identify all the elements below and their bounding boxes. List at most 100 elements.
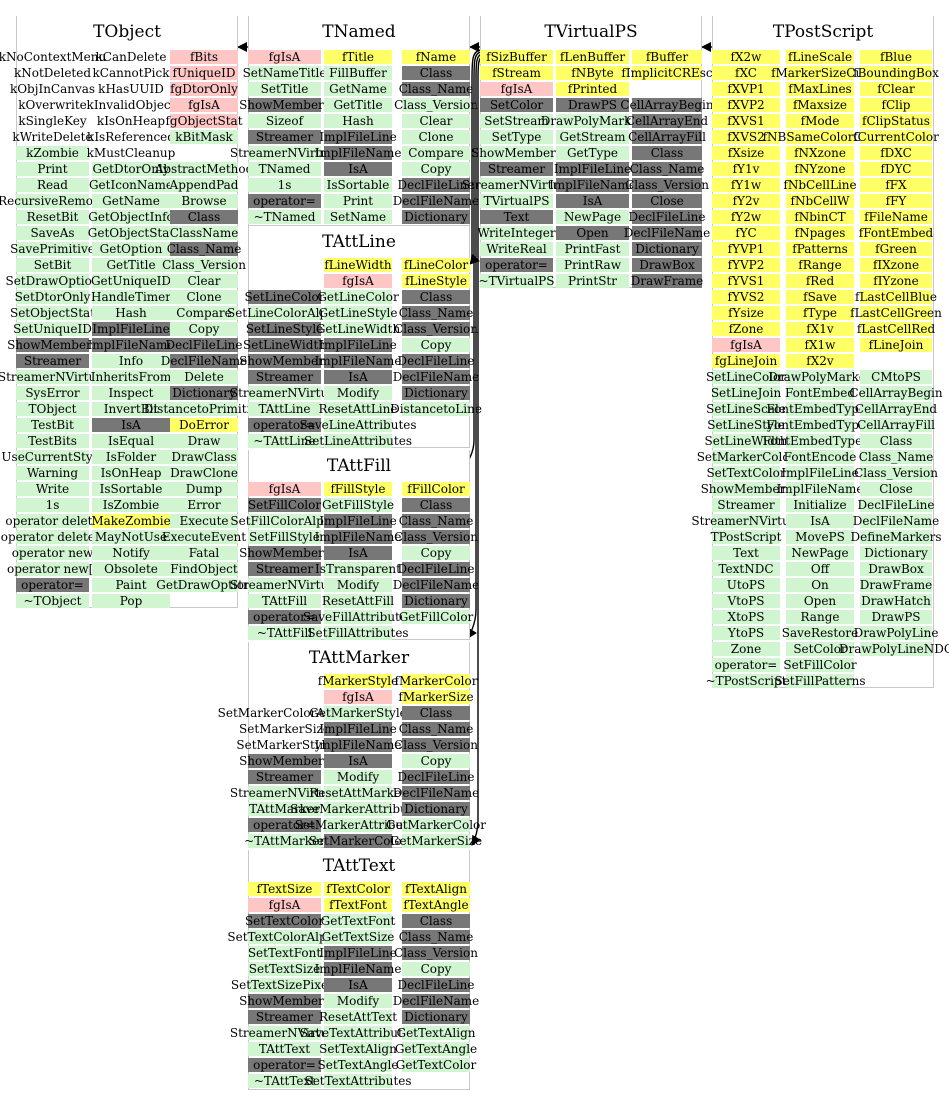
member-kmustcleanup: kMustCleanup (86, 146, 176, 160)
member-copy: Copy (170, 322, 238, 336)
member-declfileline: DeclFileLine (397, 978, 475, 992)
member-geticonname: GetIconName (88, 178, 174, 192)
member-showmembers: ShowMembers (239, 754, 330, 768)
member-draw: Draw (170, 434, 238, 448)
member-flenbuffer: fLenBuffer (556, 50, 629, 64)
member-tpostscript: ~TPostScript (705, 674, 787, 688)
member-compare: Compare (402, 146, 470, 160)
member-setmarkercoloralpha: SetMarkerColorAlpha (217, 706, 352, 720)
member-fprinted: fPrinted (556, 82, 629, 96)
member-isa: IsA (324, 754, 392, 768)
member-showmembers: ShowMembers (700, 482, 792, 496)
member-getobjectinfo: GetObjectInfo (88, 210, 174, 224)
member-resetatttext: ResetAttText (318, 1010, 398, 1024)
member-fxvs2: fXVS2 (712, 130, 780, 144)
member-setlinestyle: SetLineStyle (707, 418, 785, 432)
member-dump: Dump (170, 482, 238, 496)
member-isfolder: IsFolder (92, 450, 170, 464)
member-ffontembed: fFontEmbed (858, 226, 934, 240)
member-class: Class (402, 290, 470, 304)
member-drawhatch: DrawHatch (860, 594, 932, 608)
member-findobject: FindObject (170, 562, 238, 576)
member-streamernvirtual: StreamerNVirtual (0, 370, 108, 384)
member-implfilename: ImplFileName (314, 530, 402, 544)
member-operator: operator= (480, 258, 553, 272)
member-khasuuid: kHasUUID (98, 82, 164, 96)
member-handletimer: HandleTimer (90, 290, 172, 304)
member-class-name: Class_Name (858, 450, 934, 464)
member-fgobjectstat: fgObjectStat (165, 114, 243, 128)
member-tatttext: ~TAttText (248, 1074, 321, 1088)
member-fgisa: fgIsA (324, 690, 392, 704)
member-tattfill: TAttFill (248, 594, 321, 608)
member-settextcolor: SetTextColor (706, 466, 786, 480)
member-class-name: Class_Name (398, 930, 474, 944)
member-tatttext: TAttText (248, 1042, 321, 1056)
member-ffy: fFY (860, 194, 932, 208)
member-modify: Modify (324, 770, 392, 784)
member-fblue: fBlue (860, 50, 932, 64)
member-implfilename: ImplFileName (549, 178, 636, 192)
member-print: Print (324, 194, 392, 208)
member-streamer: Streamer (480, 162, 553, 176)
member-flinecolor: fLineColor (402, 258, 470, 272)
member-column: kNoContextMenu kNotDeleted kObjInCanvas kOv… (0, 50, 108, 610)
member-implfileline: ImplFileLine (319, 514, 397, 528)
member-funiqueid: fUniqueID (170, 66, 238, 80)
member-usecurrentstyle: UseCurrentStyle (1, 450, 104, 464)
member-fnbcellw: fNbCellW (786, 194, 854, 208)
member-kisonheap: kIsOnHeap (96, 114, 166, 128)
member-getmarkercolor: GetMarkerColor (386, 818, 487, 832)
member-ftype: fType (786, 306, 854, 320)
member-setnametitle: SetNameTitle (242, 66, 327, 80)
member-dictionary: Dictionary (402, 386, 470, 400)
class-box-tattfill: TAttFill (248, 450, 470, 640)
member-hash: Hash (324, 114, 392, 128)
member-tnamed: TNamed (248, 162, 321, 176)
member-dictionary: Dictionary (402, 594, 470, 608)
member-fdyc: fDYC (860, 162, 932, 176)
member-getlinewidth: GetLineWidth (315, 322, 401, 336)
member-fred: fRed (786, 274, 854, 288)
member-drawpolylinendc: DrawPolyLineNDC (838, 642, 949, 656)
member-browse: Browse (170, 194, 238, 208)
member-fx1v: fX1v (786, 322, 854, 336)
member-fname: fName (402, 50, 470, 64)
member-iszombie: IsZombie (92, 498, 170, 512)
member-streamernvirtual: StreamerNVirtual (229, 578, 340, 592)
member-declfilename: DeclFileName (392, 370, 480, 384)
member-class-name: Class_Name (398, 306, 474, 320)
member-fyvs1: fYVS1 (712, 274, 780, 288)
member-fzone: fZone (712, 322, 780, 336)
member-column: fMarkerColor fMarkerSize Class Class_Name Cl… (386, 674, 487, 850)
member-settextattributes: SetTextAttributes (304, 1074, 412, 1088)
member-syserror: SysError (16, 386, 89, 400)
member-setbit: SetBit (16, 258, 89, 272)
member-column: fgIsA SetNameTitle SetTitle ShowMembers Size… (229, 50, 340, 226)
member-isequal: IsEqual (92, 434, 170, 448)
member-fy2w: fY2w (712, 210, 780, 224)
member-class-version: Class_Version (394, 98, 478, 112)
member-copy: Copy (402, 546, 470, 560)
member-fnpages: fNpages (786, 226, 854, 240)
member-fx2w: fX2w (712, 50, 780, 64)
member-class: Class (170, 210, 238, 224)
member-tvirtualps: TVirtualPS (480, 194, 553, 208)
member-1s: 1s (248, 178, 321, 192)
member-implfileline: ImplFileLine (553, 162, 632, 176)
class-title: TVirtualPS (544, 22, 638, 42)
member-fgisa: fgIsA (480, 82, 553, 96)
member-utops: UtoPS (712, 578, 780, 592)
member-dictionary: Dictionary (402, 210, 470, 224)
member-fiyzone: fIYzone (860, 274, 932, 288)
member-column: SetMarkerColorAlpha SetMarkerSize SetMarke… (217, 674, 352, 850)
member-setlinewidth: SetLineWidth (704, 434, 788, 448)
member-xtops: XtoPS (712, 610, 780, 624)
member-modify: Modify (324, 994, 392, 1008)
member-streamernvirtual: StreamerNVirtual (229, 146, 340, 160)
member-fgisa: fgIsA (712, 338, 780, 352)
member-saverestore: SaveRestore (781, 626, 859, 640)
member-showmembers: ShowMembers (239, 994, 330, 1008)
member-empty (248, 690, 321, 704)
member-implfileline: ImplFileLine (319, 722, 397, 736)
